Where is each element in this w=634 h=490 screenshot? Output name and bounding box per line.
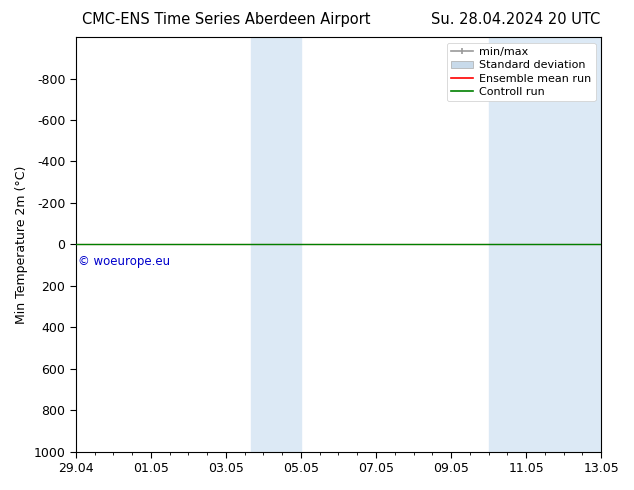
- Y-axis label: Min Temperature 2m (°C): Min Temperature 2m (°C): [15, 165, 28, 323]
- Bar: [514, 37, 601, 452]
- Text: © woeurope.eu: © woeurope.eu: [78, 255, 170, 268]
- Bar: [489, 37, 514, 452]
- Text: Su. 28.04.2024 20 UTC: Su. 28.04.2024 20 UTC: [431, 12, 600, 27]
- Legend: min/max, Standard deviation, Ensemble mean run, Controll run: min/max, Standard deviation, Ensemble me…: [446, 43, 595, 101]
- Text: CMC-ENS Time Series Aberdeen Airport: CMC-ENS Time Series Aberdeen Airport: [82, 12, 371, 27]
- Bar: [251, 37, 301, 452]
